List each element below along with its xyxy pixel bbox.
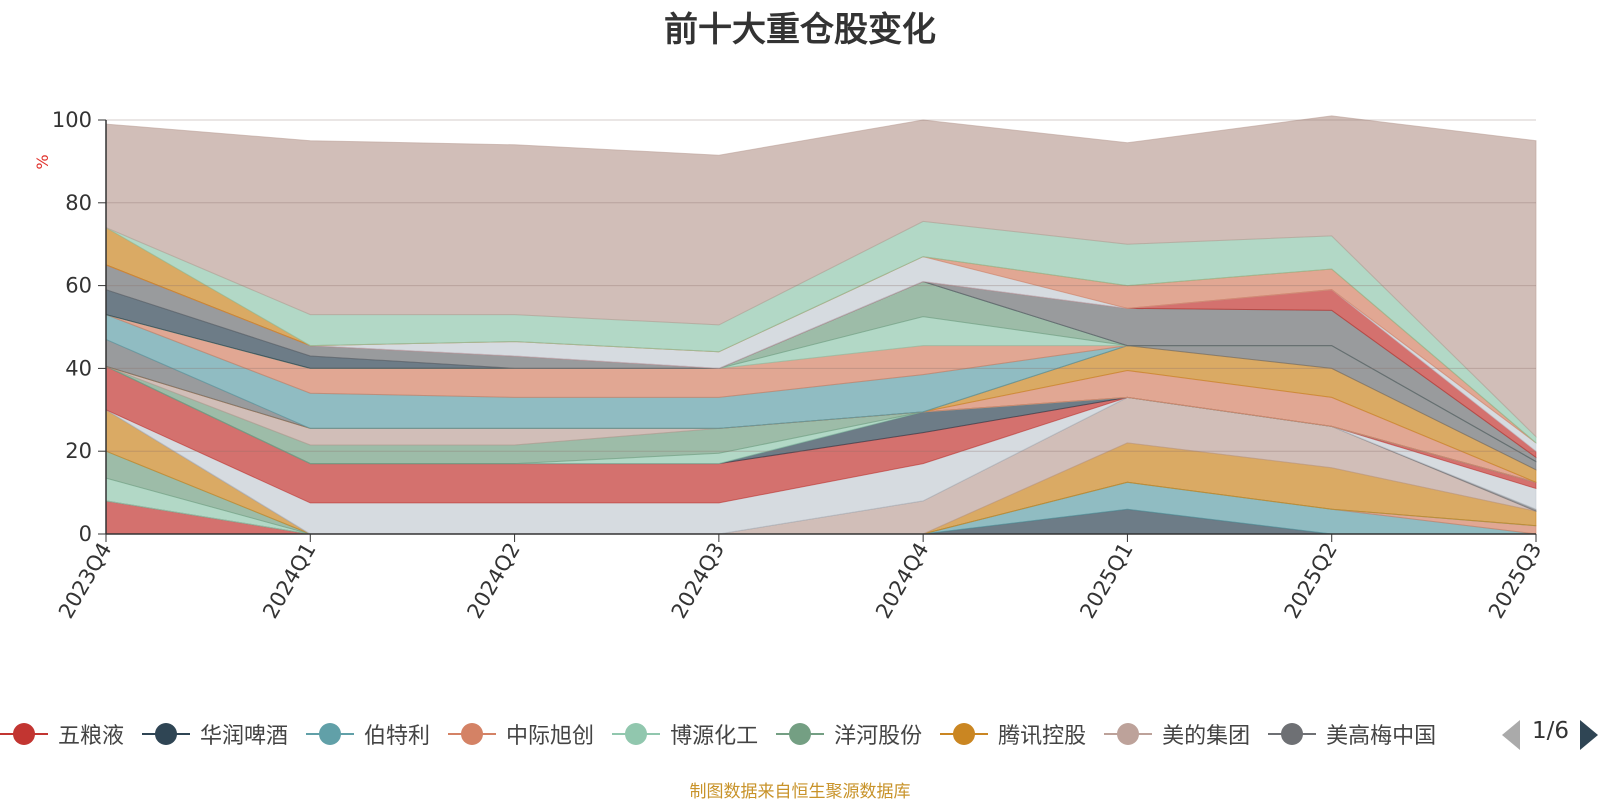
y-tick-label: 0 bbox=[79, 522, 92, 546]
y-tick-label: 40 bbox=[65, 356, 92, 380]
legend-circle-icon bbox=[0, 719, 48, 749]
x-tick-label: 2025Q2 bbox=[1280, 539, 1342, 623]
y-tick-label: 60 bbox=[65, 274, 92, 298]
legend-label: 洋河股份 bbox=[834, 724, 923, 749]
area-series-29 bbox=[105, 115, 1537, 438]
legend-label: 五粮液 bbox=[58, 724, 125, 749]
x-tick-label: 2024Q2 bbox=[462, 539, 524, 623]
legend-label: 美的集团 bbox=[1162, 724, 1251, 749]
triangle-left-icon[interactable] bbox=[1502, 720, 1520, 750]
legend-page-indicator: 1/6 bbox=[1532, 718, 1570, 744]
legend-item[interactable]: 五粮液 bbox=[0, 714, 124, 754]
legend-item[interactable]: 华润啤酒 bbox=[142, 714, 288, 754]
chart-plot: 0 20 40 60 80 100 2023Q4 2024Q1 2024Q2 2024Q3 2024… bbox=[33, 108, 1546, 623]
y-tick-label: 80 bbox=[65, 191, 92, 215]
legend-item[interactable]: 伯特利 bbox=[306, 714, 430, 754]
area-series-layer bbox=[105, 115, 1537, 535]
x-tick-label: 2023Q4 bbox=[54, 539, 116, 623]
legend-circle-icon bbox=[1104, 719, 1153, 749]
legend-label: 美高梅中国 bbox=[1326, 724, 1437, 749]
legend-circle-icon bbox=[448, 719, 497, 749]
x-tick-label: 2025Q3 bbox=[1484, 539, 1546, 623]
legend-pager: 1/6 bbox=[1500, 718, 1600, 752]
x-tick-label: 2024Q4 bbox=[871, 539, 933, 623]
legend-item[interactable]: 腾讯控股 bbox=[940, 714, 1086, 754]
legend-item[interactable]: 中际旭创 bbox=[448, 714, 594, 754]
source-note: 制图数据来自恒生聚源数据库 bbox=[689, 782, 911, 802]
legend-label: 博源化工 bbox=[670, 724, 759, 749]
legend-circle-icon bbox=[142, 719, 191, 749]
y-tick-label: 100 bbox=[52, 108, 92, 132]
y-axis-label: % bbox=[33, 154, 52, 169]
legend-label: 中际旭创 bbox=[506, 724, 595, 749]
legend-item[interactable]: 美的集团 bbox=[1104, 714, 1250, 754]
legend-label: 华润啤酒 bbox=[200, 724, 289, 749]
legend-circle-icon bbox=[612, 719, 661, 749]
legend-label: 伯特利 bbox=[364, 724, 431, 749]
legend-circle-icon bbox=[306, 719, 355, 749]
x-tick-label: 2025Q1 bbox=[1075, 539, 1137, 623]
legend-item[interactable]: 洋河股份 bbox=[776, 714, 922, 754]
x-tick-label: 2024Q1 bbox=[258, 539, 320, 623]
legend-label: 腾讯控股 bbox=[998, 724, 1087, 749]
x-tick-label: 2024Q3 bbox=[667, 539, 729, 623]
triangle-right-icon[interactable] bbox=[1580, 720, 1598, 750]
grid-lines bbox=[106, 119, 1536, 452]
legend: 五粮液 华润啤酒 伯特利 中际旭创 博源化工 洋河股份 腾讯控股 美的集团 美高梅中国 bbox=[0, 714, 1490, 754]
y-tick-label: 20 bbox=[65, 439, 92, 463]
legend-circle-icon bbox=[1268, 719, 1317, 749]
legend-circle-icon bbox=[940, 719, 989, 749]
legend-item[interactable]: 美高梅中国 bbox=[1268, 714, 1436, 754]
legend-item[interactable]: 博源化工 bbox=[612, 714, 758, 754]
legend-circle-icon bbox=[776, 719, 825, 749]
chart-title: 前十大重仓股变化 bbox=[664, 10, 936, 50]
